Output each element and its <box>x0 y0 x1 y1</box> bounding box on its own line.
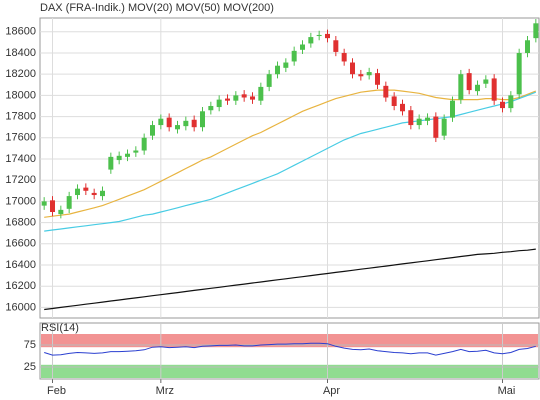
y-tick-label: 25 <box>24 361 36 373</box>
y-tick-label: 16000 <box>5 301 36 313</box>
candle-body <box>208 105 214 111</box>
candle-body <box>191 119 197 128</box>
y-tick-label: 17400 <box>5 153 36 165</box>
candle-body <box>166 117 172 128</box>
candle-body <box>433 116 439 138</box>
candle-body <box>233 95 239 101</box>
candle-body <box>50 200 55 212</box>
candle-body <box>516 52 522 95</box>
candle-body <box>300 44 305 50</box>
candle-body <box>491 78 497 101</box>
candle-body <box>108 156 114 170</box>
candle-body <box>125 153 130 157</box>
candle-body <box>216 99 222 108</box>
candle-body <box>283 62 289 68</box>
candle-body <box>533 23 539 39</box>
candle-body <box>250 96 255 100</box>
y-tick-label: 18400 <box>5 47 36 59</box>
candle-body <box>66 196 72 209</box>
candle-body <box>408 110 414 126</box>
candle-body <box>525 40 530 53</box>
candle-body <box>400 103 405 112</box>
candle-body <box>391 96 397 106</box>
candle-body <box>333 40 339 52</box>
candle-body <box>375 73 380 85</box>
candle-body <box>475 84 480 92</box>
legend-entry: MOV(50) <box>176 2 221 14</box>
candle-body <box>75 188 80 196</box>
candle-body <box>83 187 89 191</box>
rsi-title: RSI(14) <box>41 322 79 334</box>
legend-entry: MOV(200) <box>223 2 274 14</box>
candle-body <box>150 125 155 136</box>
candle-body <box>241 94 247 98</box>
y-tick-label: 17600 <box>5 132 36 144</box>
candle-body <box>91 192 97 196</box>
candle-body <box>366 72 372 76</box>
y-tick-label: 17200 <box>5 174 36 186</box>
y-tick-label: 18000 <box>5 89 36 101</box>
candle-body <box>116 155 122 161</box>
y-tick-label: 16200 <box>5 280 36 292</box>
candle-body <box>383 85 389 98</box>
candle-body <box>341 52 347 62</box>
x-tick-label: Mrz <box>156 385 174 397</box>
moving-average-line <box>44 89 537 218</box>
rsi-band <box>41 334 538 348</box>
candle-body <box>100 190 105 197</box>
rsi-band <box>41 364 538 378</box>
candle-body <box>358 74 364 77</box>
y-tick-label: 18600 <box>5 26 36 38</box>
candle-body <box>41 201 47 206</box>
candle-body <box>458 74 464 100</box>
candle-body <box>500 101 505 109</box>
candle-body <box>266 74 272 87</box>
candle-body <box>200 111 205 128</box>
candle-body <box>325 33 330 39</box>
y-tick-label: 17000 <box>5 195 36 207</box>
x-tick-label: Mai <box>498 385 516 397</box>
rsi-line <box>44 342 536 356</box>
candle-body <box>483 79 489 84</box>
candle-body <box>425 117 430 121</box>
y-tick-label: 16800 <box>5 216 36 228</box>
candle-body <box>158 118 164 126</box>
legend-entry: MOV(20) <box>128 2 173 14</box>
candle-body <box>141 137 147 151</box>
candle-body <box>225 98 230 101</box>
candle-body <box>275 65 280 75</box>
candle-body <box>508 95 514 109</box>
candle-body <box>450 100 455 118</box>
candle-body <box>175 125 180 130</box>
legend-entry: DAX (FRA-Indik.) <box>40 2 125 14</box>
candle-body <box>133 150 139 153</box>
candle-body <box>416 118 422 126</box>
y-tick-label: 17800 <box>5 110 36 122</box>
x-tick-label: Apr <box>323 385 340 397</box>
candle-body <box>291 50 297 62</box>
candle-body <box>441 118 447 136</box>
y-tick-label: 16600 <box>5 238 36 250</box>
candle-body <box>466 73 472 91</box>
y-tick-label: 16400 <box>5 259 36 271</box>
x-tick-label: Feb <box>47 385 66 397</box>
candle-body <box>258 86 264 101</box>
y-tick-label: 75 <box>24 339 36 351</box>
candle-body <box>350 62 355 75</box>
candle-body <box>58 209 64 215</box>
candle-body <box>316 34 322 37</box>
moving-average-line <box>44 248 536 311</box>
candle-body <box>183 120 189 127</box>
candle-body <box>308 37 314 44</box>
y-tick-label: 18200 <box>5 68 36 80</box>
